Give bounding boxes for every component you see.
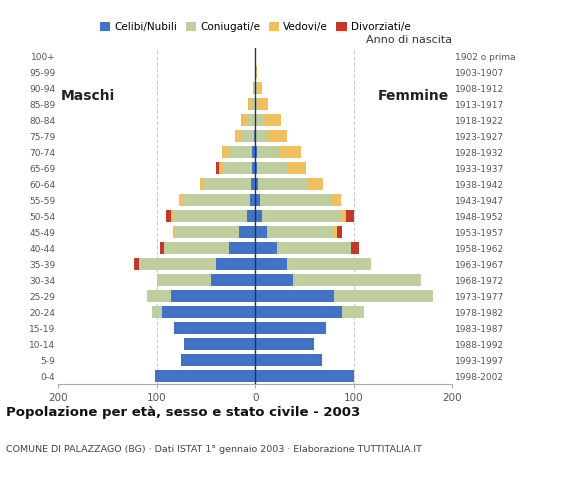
Bar xyxy=(172,210,173,222)
Bar xyxy=(334,226,337,238)
Bar xyxy=(287,258,371,270)
Bar xyxy=(134,258,139,270)
Bar xyxy=(175,322,255,334)
Bar xyxy=(255,290,334,302)
Bar xyxy=(257,146,279,158)
Bar xyxy=(277,242,351,254)
Bar xyxy=(337,226,342,238)
Bar xyxy=(255,306,342,318)
Bar xyxy=(248,98,251,110)
Bar xyxy=(219,162,223,174)
Bar xyxy=(216,258,255,270)
Bar xyxy=(241,130,254,142)
Bar xyxy=(257,162,287,174)
Bar xyxy=(235,130,241,142)
Bar xyxy=(240,226,255,238)
Bar xyxy=(229,242,255,254)
Bar xyxy=(247,114,255,126)
Bar xyxy=(173,210,247,222)
Bar xyxy=(254,130,255,142)
Bar xyxy=(255,322,326,334)
Bar xyxy=(334,290,433,302)
Bar xyxy=(181,354,255,366)
Bar xyxy=(252,162,255,174)
Bar xyxy=(255,162,257,174)
Bar xyxy=(139,258,216,270)
Bar xyxy=(255,242,277,254)
Bar xyxy=(255,130,267,142)
Bar xyxy=(331,194,341,206)
Bar xyxy=(262,210,341,222)
Bar xyxy=(253,82,255,94)
Bar xyxy=(251,178,255,190)
Bar xyxy=(200,178,204,190)
Bar xyxy=(251,98,255,110)
Bar xyxy=(172,290,255,302)
Bar xyxy=(267,130,287,142)
Bar xyxy=(161,306,255,318)
Bar xyxy=(287,162,306,174)
Bar xyxy=(252,146,255,158)
Bar xyxy=(229,146,252,158)
Bar xyxy=(255,258,287,270)
Bar xyxy=(255,146,257,158)
Bar xyxy=(258,178,307,190)
Text: Anno di nascita: Anno di nascita xyxy=(367,35,452,45)
Bar xyxy=(257,82,262,94)
Text: Maschi: Maschi xyxy=(61,89,115,103)
Text: Popolazione per età, sesso e stato civile - 2003: Popolazione per età, sesso e stato civil… xyxy=(6,406,360,419)
Bar xyxy=(241,114,247,126)
Bar xyxy=(255,274,293,286)
Bar xyxy=(293,274,421,286)
Bar xyxy=(255,210,262,222)
Bar xyxy=(255,226,267,238)
Bar xyxy=(255,178,258,190)
Bar xyxy=(346,210,354,222)
Bar xyxy=(263,114,281,126)
Bar xyxy=(204,178,251,190)
Text: Femmine: Femmine xyxy=(378,89,450,103)
Bar xyxy=(222,146,229,158)
Bar xyxy=(255,82,257,94)
Bar xyxy=(211,274,255,286)
Bar xyxy=(258,98,268,110)
Text: COMUNE DI PALAZZAGO (BG) · Dati ISTAT 1° gennaio 2003 · Elaborazione TUTTITALIA.: COMUNE DI PALAZZAGO (BG) · Dati ISTAT 1°… xyxy=(6,445,422,455)
Bar xyxy=(255,66,257,78)
Bar xyxy=(255,338,314,350)
Bar xyxy=(279,146,300,158)
Bar xyxy=(255,114,263,126)
Bar xyxy=(155,370,255,382)
Bar xyxy=(223,162,252,174)
Legend: Celibi/Nubili, Coniugati/e, Vedovi/e, Divorziati/e: Celibi/Nubili, Coniugati/e, Vedovi/e, Di… xyxy=(96,18,415,36)
Bar xyxy=(260,194,331,206)
Bar xyxy=(267,226,334,238)
Bar xyxy=(307,178,323,190)
Bar xyxy=(151,306,161,318)
Bar xyxy=(351,242,358,254)
Bar xyxy=(341,210,346,222)
Bar xyxy=(342,306,364,318)
Bar xyxy=(255,194,260,206)
Bar xyxy=(166,210,172,222)
Bar xyxy=(175,226,240,238)
Bar xyxy=(147,290,172,302)
Bar xyxy=(255,370,354,382)
Bar xyxy=(184,338,255,350)
Bar xyxy=(173,226,175,238)
Bar xyxy=(255,354,322,366)
Bar xyxy=(160,242,165,254)
Bar xyxy=(255,98,258,110)
Bar xyxy=(179,194,183,206)
Bar xyxy=(183,194,251,206)
Bar xyxy=(216,162,219,174)
Bar xyxy=(251,194,255,206)
Bar xyxy=(157,274,211,286)
Bar xyxy=(165,242,229,254)
Bar xyxy=(247,210,255,222)
